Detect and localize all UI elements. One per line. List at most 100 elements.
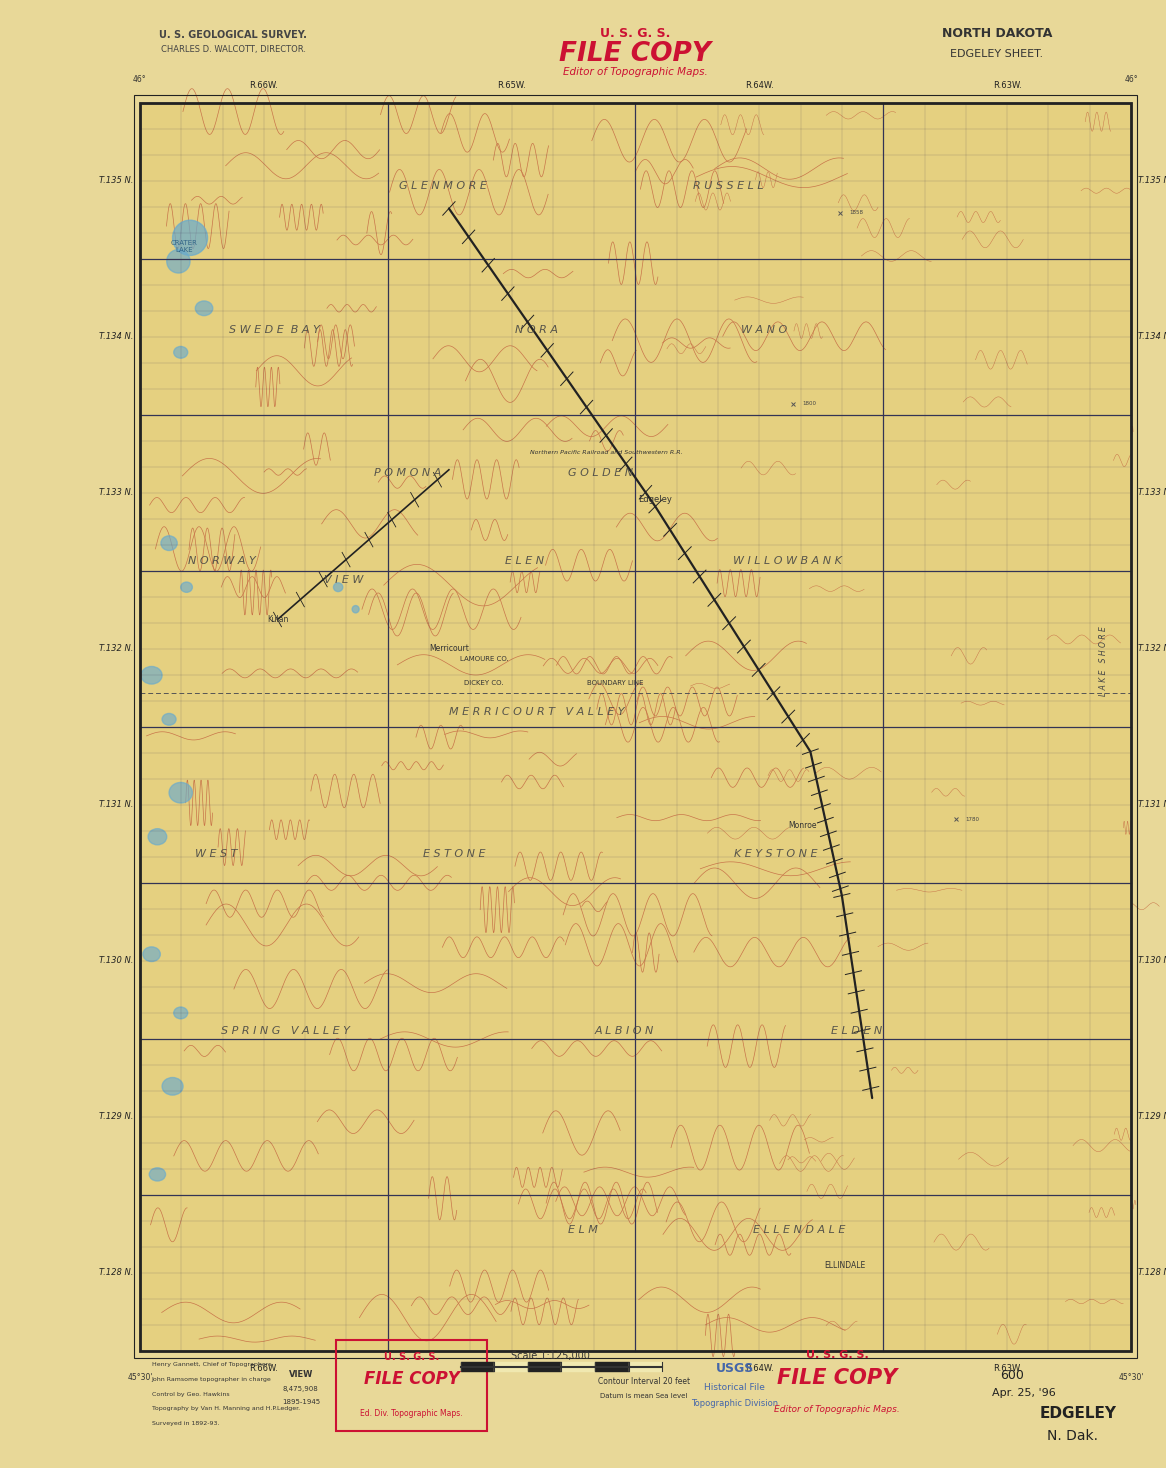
- Text: Historical File: Historical File: [704, 1383, 765, 1392]
- Text: Monroe: Monroe: [788, 821, 816, 829]
- Text: E L D E N: E L D E N: [831, 1026, 883, 1035]
- Text: 46°: 46°: [1124, 75, 1138, 84]
- Ellipse shape: [148, 828, 167, 844]
- Text: T.133 N.: T.133 N.: [99, 489, 133, 498]
- Ellipse shape: [167, 250, 190, 273]
- Text: U. S. GEOLOGICAL SURVEY.: U. S. GEOLOGICAL SURVEY.: [160, 31, 307, 40]
- Text: W A N O: W A N O: [740, 326, 787, 335]
- Ellipse shape: [143, 947, 161, 962]
- Text: R.63W.: R.63W.: [992, 1364, 1021, 1373]
- Text: FILE COPY: FILE COPY: [777, 1368, 898, 1389]
- Ellipse shape: [174, 1007, 188, 1019]
- Text: R.64W.: R.64W.: [745, 81, 774, 90]
- Text: LAMOURE CO.: LAMOURE CO.: [459, 656, 508, 662]
- Text: S W E D E  B A Y: S W E D E B A Y: [229, 326, 319, 335]
- Text: G O L D E N: G O L D E N: [568, 468, 633, 477]
- Text: E L E N: E L E N: [505, 556, 545, 565]
- Text: FILE COPY: FILE COPY: [364, 1371, 459, 1389]
- Text: P O M O N A: P O M O N A: [374, 468, 442, 477]
- Text: 46°: 46°: [133, 75, 147, 84]
- Text: Editor of Topographic Maps.: Editor of Topographic Maps.: [774, 1405, 900, 1414]
- Text: NORTH DAKOTA: NORTH DAKOTA: [942, 28, 1052, 40]
- Text: DICKEY CO.: DICKEY CO.: [464, 680, 504, 686]
- Text: T.134 N.: T.134 N.: [1138, 332, 1166, 341]
- Text: Edgeley: Edgeley: [638, 495, 673, 504]
- Ellipse shape: [352, 606, 359, 614]
- Text: T.130 N.: T.130 N.: [99, 956, 133, 964]
- Text: Topographic Division: Topographic Division: [691, 1399, 778, 1408]
- Bar: [494, 1362, 528, 1371]
- Ellipse shape: [161, 536, 177, 550]
- Text: R.65W.: R.65W.: [497, 1364, 526, 1373]
- Text: Apr. 25, '96: Apr. 25, '96: [992, 1389, 1055, 1398]
- Text: T.131 N.: T.131 N.: [99, 800, 133, 809]
- Bar: [140, 103, 1131, 1351]
- Text: Contour Interval 20 feet: Contour Interval 20 feet: [597, 1377, 690, 1386]
- Text: T.132 N.: T.132 N.: [1138, 644, 1166, 653]
- Text: BOUNDARY LINE: BOUNDARY LINE: [588, 680, 644, 686]
- Text: T.128 N.: T.128 N.: [99, 1268, 133, 1277]
- Text: T.134 N.: T.134 N.: [99, 332, 133, 341]
- Text: T.130 N.: T.130 N.: [1138, 956, 1166, 964]
- Text: T.128 N.: T.128 N.: [1138, 1268, 1166, 1277]
- Text: N. Dak.: N. Dak.: [1047, 1428, 1098, 1443]
- Ellipse shape: [174, 346, 188, 358]
- Bar: [461, 1362, 494, 1371]
- Bar: [562, 1362, 595, 1371]
- Text: 45°30': 45°30': [1118, 1373, 1144, 1381]
- Text: Northern Pacific Railroad and Southwestern R.R.: Northern Pacific Railroad and Southweste…: [531, 449, 682, 455]
- Text: U. S. G. S.: U. S. G. S.: [600, 28, 670, 40]
- Text: T.135 N.: T.135 N.: [99, 176, 133, 185]
- Text: Control by Geo. Hawkins: Control by Geo. Hawkins: [152, 1392, 230, 1396]
- Text: USGS: USGS: [716, 1362, 753, 1374]
- Text: U. S. G. S.: U. S. G. S.: [806, 1351, 869, 1359]
- Ellipse shape: [181, 583, 192, 593]
- Bar: [336, 1340, 487, 1431]
- Text: G L E N M O R E: G L E N M O R E: [399, 182, 487, 191]
- Text: R U S S E L L: R U S S E L L: [694, 182, 764, 191]
- Ellipse shape: [173, 220, 208, 255]
- Text: T.133 N.: T.133 N.: [1138, 489, 1166, 498]
- Text: Merricourt: Merricourt: [429, 644, 469, 653]
- Ellipse shape: [333, 583, 343, 592]
- Text: R.63W.: R.63W.: [992, 81, 1021, 90]
- Text: EDGELEY: EDGELEY: [1040, 1406, 1117, 1421]
- Text: 1895-1945: 1895-1945: [282, 1399, 319, 1405]
- Text: CHARLES D. WALCOTT, DIRECTOR.: CHARLES D. WALCOTT, DIRECTOR.: [161, 46, 305, 54]
- Text: CRATER
LAKE: CRATER LAKE: [170, 241, 198, 252]
- Text: W I L L O W B A N K: W I L L O W B A N K: [732, 556, 842, 565]
- Text: Topography by Van H. Manning and H.P.Ledger.: Topography by Van H. Manning and H.P.Led…: [152, 1406, 300, 1411]
- Text: VIEW: VIEW: [289, 1370, 312, 1378]
- Text: R.66W.: R.66W.: [250, 1364, 279, 1373]
- Bar: [628, 1362, 662, 1371]
- Text: W E S T: W E S T: [195, 850, 237, 859]
- Bar: [595, 1362, 628, 1371]
- Text: Surveyed in 1892-93.: Surveyed in 1892-93.: [152, 1421, 219, 1425]
- Text: ELLINDALE: ELLINDALE: [824, 1261, 866, 1270]
- Text: R.66W.: R.66W.: [250, 81, 279, 90]
- Text: U. S. G. S.: U. S. G. S.: [384, 1352, 440, 1362]
- Text: T.131 N.: T.131 N.: [1138, 800, 1166, 809]
- Text: E S T O N E: E S T O N E: [423, 850, 486, 859]
- Text: K E Y S T O N E: K E Y S T O N E: [733, 850, 817, 859]
- Bar: [528, 1362, 562, 1371]
- Text: 1858: 1858: [849, 210, 863, 216]
- Text: T.129 N.: T.129 N.: [99, 1113, 133, 1122]
- Text: L A K E   S H O R E: L A K E S H O R E: [1098, 625, 1108, 696]
- Text: T.132 N.: T.132 N.: [99, 644, 133, 653]
- Text: A L B I O N: A L B I O N: [595, 1026, 653, 1035]
- Ellipse shape: [141, 666, 162, 684]
- Bar: [134, 95, 1137, 1358]
- Ellipse shape: [162, 713, 176, 725]
- Ellipse shape: [162, 1078, 183, 1095]
- Text: Ed. Div. Topographic Maps.: Ed. Div. Topographic Maps.: [360, 1409, 463, 1418]
- Text: N O R W A Y: N O R W A Y: [188, 556, 255, 565]
- Text: Henry Gannett, Chief of Topographers: Henry Gannett, Chief of Topographers: [152, 1362, 272, 1367]
- Text: 600: 600: [1000, 1370, 1024, 1381]
- Text: T.129 N.: T.129 N.: [1138, 1113, 1166, 1122]
- Bar: [140, 103, 1131, 1351]
- Text: 45°30': 45°30': [127, 1373, 153, 1381]
- Text: John Ramsome topographer in charge: John Ramsome topographer in charge: [152, 1377, 272, 1381]
- Text: FILE COPY: FILE COPY: [560, 41, 711, 68]
- Ellipse shape: [169, 782, 192, 803]
